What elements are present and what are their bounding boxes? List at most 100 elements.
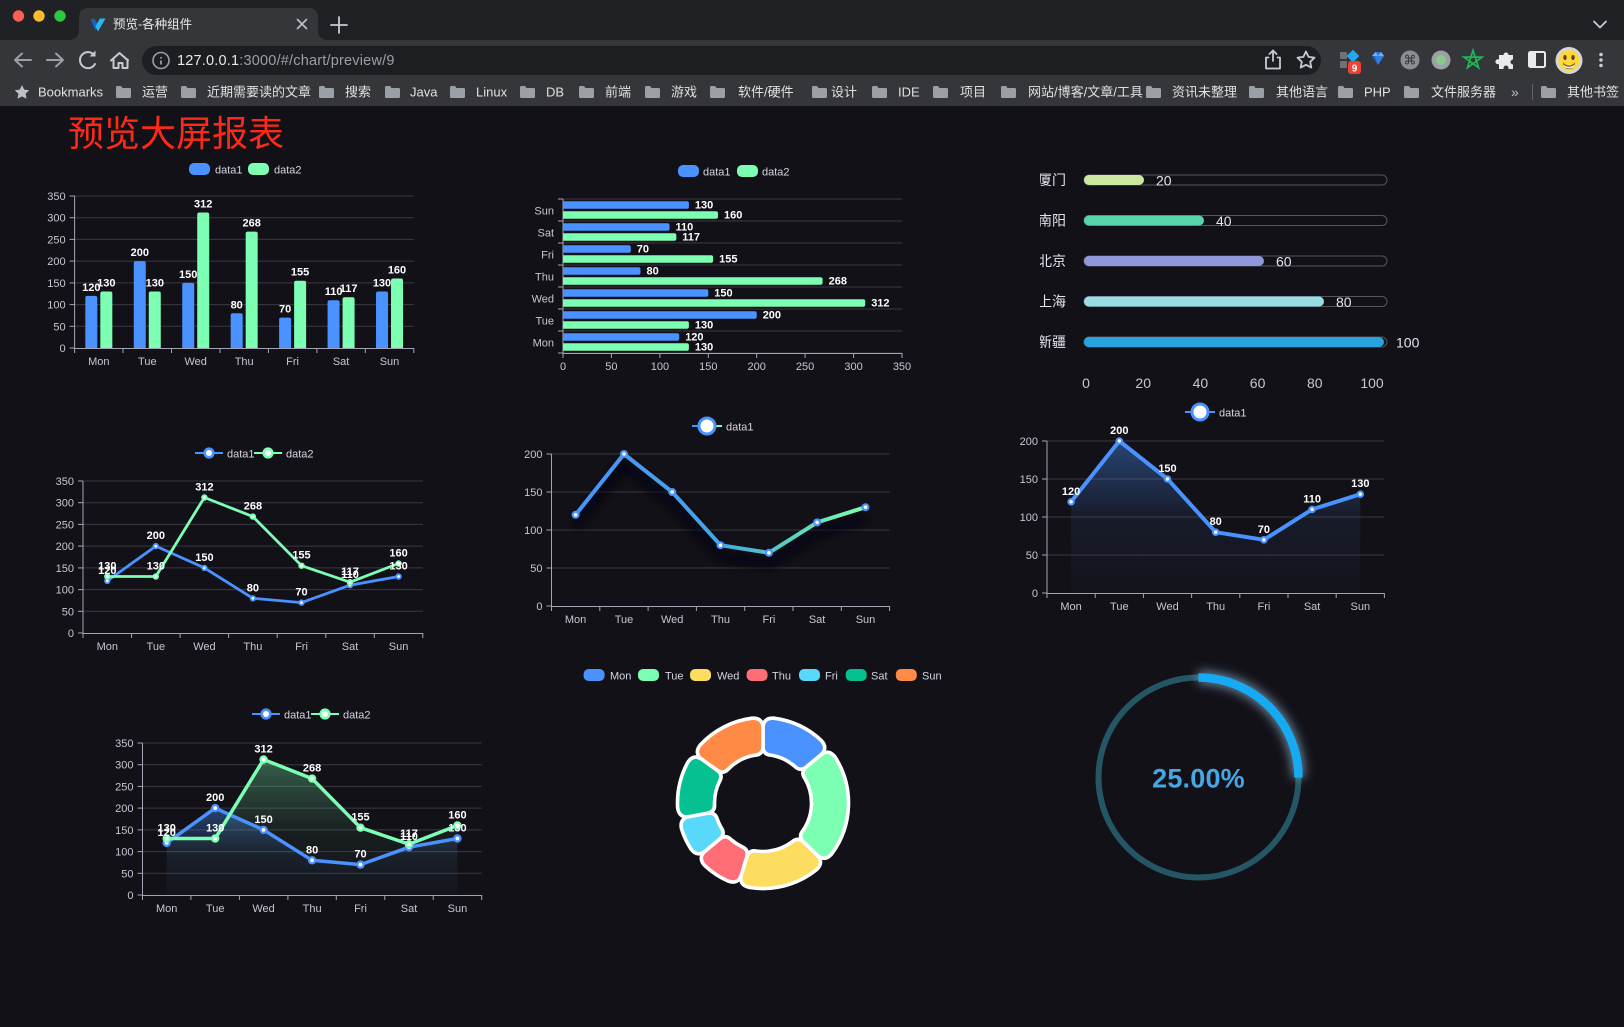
svg-text:Sat: Sat <box>1304 601 1321 613</box>
svg-text:Sun: Sun <box>389 641 409 653</box>
svg-text:200: 200 <box>56 541 74 553</box>
svg-text:0: 0 <box>1082 375 1090 391</box>
svg-text:100: 100 <box>651 361 669 373</box>
svg-text:Wed: Wed <box>532 294 554 306</box>
svg-text:Tue: Tue <box>615 614 634 626</box>
svg-text:Tue: Tue <box>206 903 225 915</box>
svg-text:data2: data2 <box>274 165 302 177</box>
svg-text:80: 80 <box>647 266 659 278</box>
svg-text:100: 100 <box>524 525 542 537</box>
svg-text:Java: Java <box>410 85 438 100</box>
svg-text:Sat: Sat <box>871 671 888 683</box>
svg-text:200: 200 <box>1020 436 1038 448</box>
svg-text:120: 120 <box>98 565 116 577</box>
svg-text:25.00%: 25.00% <box>1152 764 1245 794</box>
svg-text:Sat: Sat <box>342 641 359 653</box>
svg-text:130: 130 <box>389 561 407 573</box>
svg-text:160: 160 <box>724 210 742 222</box>
svg-text:Sat: Sat <box>333 356 350 368</box>
svg-text:300: 300 <box>115 760 133 772</box>
svg-text:其他书签: 其他书签 <box>1567 85 1619 100</box>
svg-text:Fri: Fri <box>354 903 367 915</box>
svg-text:100: 100 <box>47 300 65 312</box>
svg-text:300: 300 <box>56 498 74 510</box>
svg-text:网站/博客/文章/工具: 网站/博客/文章/工具 <box>1028 85 1143 100</box>
svg-text:110: 110 <box>325 286 343 298</box>
svg-text:150: 150 <box>115 825 133 837</box>
svg-text:data1: data1 <box>726 422 754 434</box>
svg-text:Sun: Sun <box>1351 601 1371 613</box>
svg-text:155: 155 <box>719 254 737 266</box>
svg-text:厦门: 厦门 <box>1040 172 1066 188</box>
svg-text:Bookmarks: Bookmarks <box>38 85 104 100</box>
svg-text:155: 155 <box>291 267 309 279</box>
svg-text:350: 350 <box>115 738 133 750</box>
svg-text:Mon: Mon <box>610 671 631 683</box>
svg-text:130: 130 <box>97 278 115 290</box>
svg-text:150: 150 <box>195 552 213 564</box>
svg-text:120: 120 <box>1062 486 1080 498</box>
svg-text:Tue: Tue <box>1110 601 1129 613</box>
svg-text:130: 130 <box>146 278 164 290</box>
svg-text:Fri: Fri <box>295 641 308 653</box>
svg-text:70: 70 <box>1258 524 1270 536</box>
svg-text:200: 200 <box>131 247 149 259</box>
svg-text:Fri: Fri <box>286 356 299 368</box>
svg-text:项目: 项目 <box>960 85 986 100</box>
svg-text:0: 0 <box>127 890 133 902</box>
svg-text:50: 50 <box>62 606 74 618</box>
svg-text:150: 150 <box>714 288 732 300</box>
svg-text:0: 0 <box>560 361 566 373</box>
svg-text:120: 120 <box>685 332 703 344</box>
svg-text:80: 80 <box>247 582 259 594</box>
svg-text:100: 100 <box>1360 375 1384 391</box>
svg-text:Sun: Sun <box>856 614 876 626</box>
svg-text:Tue: Tue <box>665 671 684 683</box>
svg-text:117: 117 <box>682 232 700 244</box>
svg-text:Wed: Wed <box>717 671 739 683</box>
svg-text:200: 200 <box>206 792 224 804</box>
svg-text:⌘: ⌘ <box>1404 53 1417 68</box>
svg-text:50: 50 <box>605 361 617 373</box>
svg-text:DB: DB <box>546 85 564 100</box>
svg-text:Thu: Thu <box>772 671 791 683</box>
svg-text:100: 100 <box>1020 512 1038 524</box>
svg-text:0: 0 <box>59 343 65 355</box>
svg-text:200: 200 <box>763 310 781 322</box>
svg-text:Mon: Mon <box>1060 601 1081 613</box>
svg-text:155: 155 <box>351 812 369 824</box>
svg-text:新疆: 新疆 <box>1040 334 1066 350</box>
svg-text:0: 0 <box>68 628 74 640</box>
svg-text:80: 80 <box>1307 375 1323 391</box>
svg-text:50: 50 <box>121 868 133 880</box>
svg-text:160: 160 <box>448 810 466 822</box>
svg-text:70: 70 <box>295 587 307 599</box>
svg-text:Fri: Fri <box>1257 601 1270 613</box>
svg-text:268: 268 <box>244 501 262 513</box>
svg-text:268: 268 <box>243 218 261 230</box>
svg-text:游戏: 游戏 <box>671 85 697 100</box>
svg-text:Fri: Fri <box>541 250 554 262</box>
svg-text:前端: 前端 <box>605 85 631 100</box>
svg-text:资讯未整理: 资讯未整理 <box>1172 85 1237 100</box>
svg-text:Sun: Sun <box>380 356 400 368</box>
svg-text:130: 130 <box>373 278 391 290</box>
svg-text:110: 110 <box>400 831 418 843</box>
svg-text:近期需要读的文章: 近期需要读的文章 <box>207 85 311 100</box>
svg-text:250: 250 <box>796 361 814 373</box>
svg-text:data2: data2 <box>286 449 314 461</box>
svg-text:Tue: Tue <box>147 641 166 653</box>
svg-text:250: 250 <box>56 519 74 531</box>
svg-text:200: 200 <box>115 803 133 815</box>
svg-text:130: 130 <box>206 823 224 835</box>
svg-text:Sun: Sun <box>448 903 468 915</box>
svg-text:Sat: Sat <box>401 903 418 915</box>
svg-text:150: 150 <box>699 361 717 373</box>
svg-text:70: 70 <box>637 244 649 256</box>
svg-text:150: 150 <box>254 814 272 826</box>
svg-text:Mon: Mon <box>156 903 177 915</box>
svg-text:PHP: PHP <box>1364 85 1391 100</box>
svg-text:160: 160 <box>389 548 407 560</box>
svg-text:350: 350 <box>47 191 65 203</box>
svg-text:Wed: Wed <box>661 614 683 626</box>
